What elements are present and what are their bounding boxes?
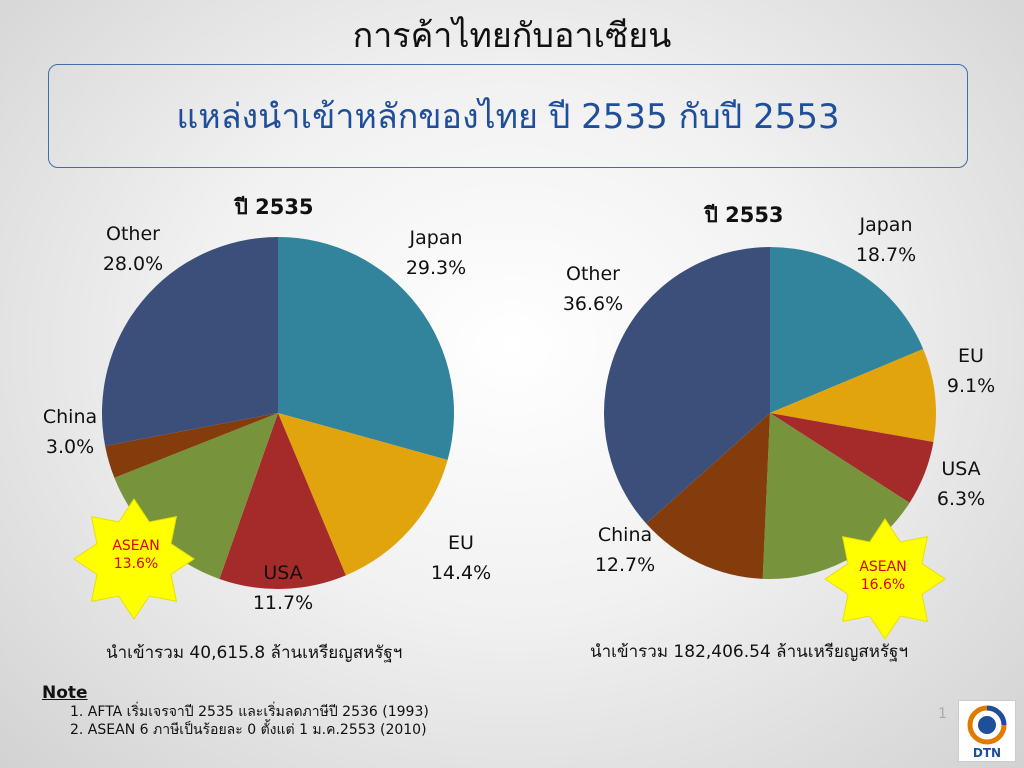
chart-title: ปี 2535 xyxy=(233,195,314,219)
pie-slice-other xyxy=(603,247,770,524)
dtn-logo: DTN xyxy=(958,700,1016,762)
data-label-china: China 12.7% xyxy=(595,524,655,576)
pie-slice-china xyxy=(105,413,279,478)
note-block: Note 1. AFTA เริ่มเจรจาปี 2535 และเริ่มล… xyxy=(42,683,429,739)
total-note-2553: นำเข้ารวม 182,406.54 ล้านเหรียญสหรัฐฯ xyxy=(590,642,908,662)
note-heading: Note xyxy=(42,683,88,703)
data-label-asean: ASEAN 16.6% xyxy=(859,559,906,593)
pie-chart-1: ปี 2535 Japan 29.3% EU 14.4% USA 11.7% China 3.0… xyxy=(43,195,491,620)
data-label-japan: Japan 18.7% xyxy=(856,214,916,266)
pie-slice-usa xyxy=(219,413,346,590)
chart-title: ปี 2553 xyxy=(703,203,784,227)
pie-slice-other xyxy=(102,237,278,446)
data-label-other: Other 28.0% xyxy=(103,223,163,275)
subtitle-text: แหล่งนำเข้าหลักของไทย ปี 2535 กับปี 2553 xyxy=(176,97,840,137)
pie-slice-china xyxy=(646,413,770,579)
data-label-eu: EU 9.1% xyxy=(947,345,995,397)
svg-text:DTN: DTN xyxy=(973,746,1001,760)
pie-slice-japan xyxy=(770,247,924,413)
data-label-asean: ASEAN 13.6% xyxy=(112,538,159,572)
pie-slice-japan xyxy=(278,237,455,460)
note-item-2: 2. ASEAN 6 ภาษีเป็นร้อยละ 0 ตั้งแต่ 1 ม.… xyxy=(70,722,427,738)
total-note-2535: นำเข้ารวม 40,615.8 ล้านเหรียญสหรัฐฯ xyxy=(106,643,403,663)
data-label-japan: Japan 29.3% xyxy=(406,227,466,279)
data-label-eu: EU 14.4% xyxy=(431,532,491,584)
data-label-china: China 3.0% xyxy=(43,406,97,458)
pie-slice-usa xyxy=(770,413,934,503)
data-label-usa: USA 11.7% xyxy=(253,562,313,614)
note-item-1: 1. AFTA เริ่มเจรจาปี 2535 และเริ่มลดภาษี… xyxy=(70,704,429,720)
dtn-logo-icon: DTN xyxy=(967,705,1007,760)
slide-title: การค้าไทยกับอาเซียน xyxy=(352,16,672,56)
asean-star-badge xyxy=(73,498,195,620)
pie-chart-2: ปี 2553 Japan 18.7% EU 9.1% USA 6.3% China 12.7%… xyxy=(563,203,995,640)
asean-star-badge xyxy=(824,518,946,640)
data-label-usa: USA 6.3% xyxy=(937,458,985,510)
pie-slice-eu xyxy=(278,413,448,576)
subtitle-box: แหล่งนำเข้าหลักของไทย ปี 2535 กับปี 2553 xyxy=(48,64,968,168)
page-number: 1 xyxy=(938,706,947,722)
pie-slice-eu xyxy=(770,348,937,443)
data-label-other: Other 36.6% xyxy=(563,263,623,315)
